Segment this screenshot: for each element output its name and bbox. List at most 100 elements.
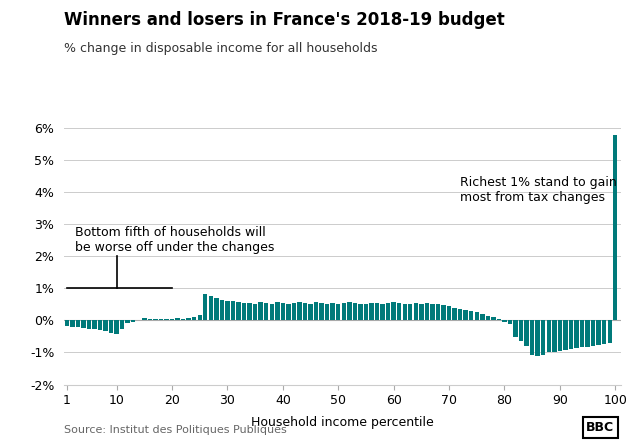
Bar	[231, 301, 235, 320]
Bar	[486, 316, 490, 320]
Bar	[463, 310, 468, 320]
Bar	[502, 320, 507, 322]
Bar	[186, 317, 191, 320]
Bar	[369, 303, 374, 320]
Bar	[403, 304, 407, 320]
Text: Bottom fifth of households will
be worse off under the changes: Bottom fifth of households will be worse…	[75, 226, 275, 254]
Bar	[442, 305, 445, 320]
Bar	[508, 320, 512, 324]
Bar	[198, 315, 202, 320]
Bar	[98, 320, 102, 330]
Bar	[325, 304, 330, 320]
Bar	[547, 320, 551, 353]
Bar	[425, 303, 429, 320]
Bar	[469, 311, 474, 320]
Bar	[175, 318, 180, 320]
Bar	[430, 304, 435, 320]
Text: Winners and losers in France's 2018-19 budget: Winners and losers in France's 2018-19 b…	[64, 11, 505, 29]
Bar	[347, 302, 351, 320]
Bar	[148, 319, 152, 320]
Bar	[253, 304, 257, 320]
Bar	[192, 316, 196, 320]
Bar	[580, 320, 584, 347]
Bar	[109, 320, 113, 333]
Bar	[336, 304, 340, 320]
Bar	[613, 134, 618, 320]
Bar	[303, 303, 307, 320]
Bar	[225, 301, 230, 320]
Bar	[319, 303, 324, 320]
Text: % change in disposable income for all households: % change in disposable income for all ho…	[64, 42, 378, 55]
Bar	[236, 302, 241, 320]
Bar	[458, 309, 462, 320]
Text: BBC: BBC	[586, 421, 614, 434]
Text: Richest 1% stand to gain
most from tax changes: Richest 1% stand to gain most from tax c…	[460, 176, 617, 204]
Bar	[181, 319, 186, 320]
Bar	[513, 320, 518, 337]
Bar	[120, 320, 124, 329]
Bar	[308, 304, 313, 320]
Bar	[220, 300, 224, 320]
Bar	[86, 320, 91, 329]
Bar	[452, 308, 457, 320]
Bar	[275, 302, 280, 320]
Bar	[153, 319, 157, 320]
X-axis label: Household income percentile: Household income percentile	[251, 415, 434, 429]
Bar	[557, 320, 562, 351]
Bar	[209, 297, 213, 320]
Bar	[264, 303, 268, 320]
Bar	[497, 319, 501, 320]
Bar	[76, 320, 80, 328]
Bar	[70, 320, 74, 327]
Bar	[536, 320, 540, 356]
Bar	[386, 303, 390, 320]
Bar	[436, 305, 440, 320]
Bar	[602, 320, 606, 344]
Bar	[259, 302, 263, 320]
Bar	[364, 304, 368, 320]
Bar	[203, 294, 207, 320]
Bar	[242, 303, 246, 320]
Bar	[591, 320, 595, 346]
Bar	[269, 304, 274, 320]
Bar	[248, 303, 252, 320]
Bar	[170, 319, 174, 320]
Bar	[353, 303, 357, 320]
Bar	[358, 304, 363, 320]
Bar	[491, 317, 495, 320]
Bar	[159, 319, 163, 320]
Bar	[314, 302, 318, 320]
Bar	[297, 302, 301, 320]
Bar	[586, 320, 590, 347]
Bar	[65, 320, 69, 326]
Bar	[375, 303, 380, 320]
Bar	[569, 320, 573, 349]
Bar	[103, 320, 108, 331]
Bar	[125, 320, 130, 323]
Bar	[142, 318, 147, 320]
Bar	[480, 314, 484, 320]
Bar	[408, 304, 413, 320]
Bar	[419, 304, 424, 320]
Bar	[280, 303, 285, 320]
Bar	[164, 319, 169, 320]
Bar	[292, 303, 296, 320]
Bar	[286, 304, 291, 320]
Bar	[413, 303, 418, 320]
Bar	[552, 320, 557, 351]
Bar	[596, 320, 601, 345]
Bar	[474, 312, 479, 320]
Bar	[563, 320, 568, 350]
Bar	[392, 302, 396, 320]
Bar	[330, 303, 335, 320]
Bar	[541, 320, 545, 355]
Bar	[380, 304, 385, 320]
Bar	[342, 303, 346, 320]
Bar	[530, 320, 534, 355]
Text: Source: Institut des Politiques Publiques: Source: Institut des Politiques Publique…	[64, 425, 287, 435]
Bar	[397, 303, 401, 320]
Bar	[131, 320, 136, 322]
Bar	[447, 306, 451, 320]
Bar	[92, 320, 97, 329]
Bar	[524, 320, 529, 346]
